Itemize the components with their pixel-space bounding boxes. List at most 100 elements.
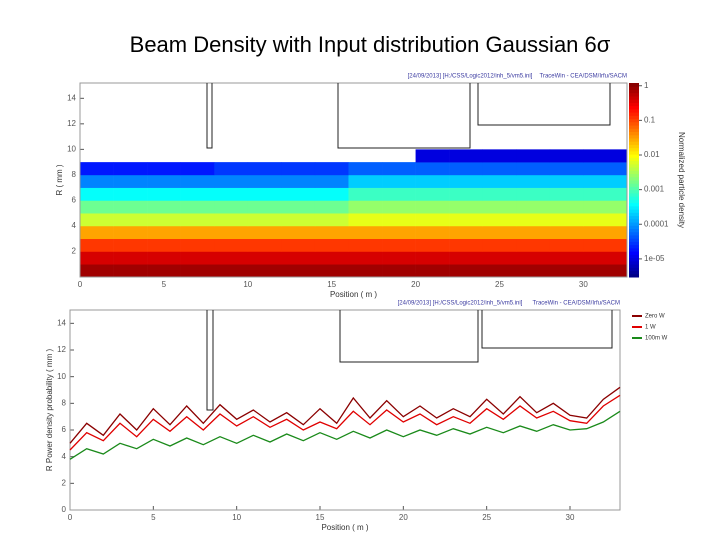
density-cell	[449, 200, 483, 214]
density-cell	[80, 187, 114, 201]
density-cell	[583, 225, 628, 240]
density-cell	[583, 149, 628, 163]
colorbar-step	[629, 189, 639, 194]
legend-label: 1 W	[645, 325, 656, 331]
y-tick-label: 2	[62, 478, 67, 487]
density-cell	[147, 251, 181, 265]
slide-title: Beam Density with Input distribution Gau…	[130, 32, 611, 57]
density-cell	[549, 187, 584, 201]
series-line	[69, 394, 621, 451]
density-cell	[583, 187, 628, 201]
colorbar-step	[629, 234, 639, 239]
density-cell	[382, 187, 416, 201]
colorbar-step	[629, 225, 639, 229]
aperture	[337, 83, 471, 149]
density-cell	[113, 213, 148, 227]
density-cell	[214, 187, 249, 201]
x-tick-label: 20	[399, 513, 408, 522]
density-cell	[80, 264, 114, 278]
density-cell	[80, 225, 114, 240]
y-tick-label: 6	[72, 196, 77, 205]
density-cell	[80, 251, 114, 265]
density-cell	[214, 251, 249, 265]
density-cell	[348, 162, 383, 176]
density-cell	[113, 187, 148, 201]
density-cell	[348, 225, 383, 240]
header-info: TraceWin - CEA/DSM/Irfu/SACM	[533, 301, 620, 307]
density-cell	[449, 187, 483, 201]
density-cell	[482, 251, 517, 265]
density-cell	[482, 225, 517, 240]
density-cell	[147, 174, 181, 188]
colorbar-step	[629, 173, 639, 178]
density-cell	[516, 251, 551, 265]
density-cell	[549, 149, 584, 163]
density-cell	[314, 251, 349, 265]
density-cell	[449, 251, 483, 265]
x-axis-label: Position ( m )	[330, 290, 377, 299]
colorbar-step	[629, 83, 639, 87]
density-cell	[180, 225, 215, 240]
density-cell	[281, 162, 316, 176]
colorbar-step	[629, 199, 639, 204]
y-tick-label: 14	[67, 93, 76, 102]
density-cell	[314, 174, 349, 188]
x-tick-label: 15	[316, 513, 325, 522]
density-cell	[80, 174, 114, 188]
colorbar-step	[629, 99, 639, 103]
colorbar-step	[629, 244, 639, 249]
density-cell	[482, 187, 517, 201]
colorbar-step	[629, 102, 639, 107]
colorbar-step	[629, 121, 639, 126]
density-cell	[482, 149, 517, 163]
density-cell	[80, 213, 114, 227]
colorbar-step	[629, 196, 639, 200]
y-tick-label: 4	[62, 452, 67, 461]
colorbar-step	[629, 186, 639, 191]
colorbar-tick-label: 1	[644, 81, 649, 90]
density-cell	[214, 264, 249, 278]
density-cell	[549, 174, 584, 188]
density-cell	[449, 149, 483, 163]
density-cell	[348, 200, 383, 214]
density-cell	[382, 238, 416, 252]
density-cell	[113, 238, 148, 252]
colorbar-step	[629, 160, 639, 165]
colorbar-step	[629, 128, 639, 132]
density-cell	[80, 162, 114, 176]
density-cell	[348, 264, 383, 278]
colorbar-step	[629, 105, 639, 110]
density-cell	[549, 251, 584, 265]
colorbar-step	[629, 89, 639, 94]
density-cell	[583, 200, 628, 214]
density-cell	[180, 213, 215, 227]
density-cell	[180, 162, 215, 176]
density-cell	[516, 225, 551, 240]
density-cell	[348, 187, 383, 201]
y-tick-label: 8	[62, 398, 67, 407]
colorbar-step	[629, 154, 639, 158]
colorbar-step	[629, 257, 639, 262]
density-cell	[281, 238, 316, 252]
colorbar-step	[629, 115, 639, 120]
density-cell	[247, 200, 282, 214]
density-cell	[247, 187, 282, 201]
density-cell	[113, 251, 148, 265]
x-tick-label: 30	[579, 280, 588, 289]
colorbar-step	[629, 125, 639, 129]
density-cell	[113, 174, 148, 188]
density-cell	[281, 251, 316, 265]
colorbar-step	[629, 108, 639, 113]
aperture	[206, 310, 214, 411]
colorbar-label: Normalized particle density	[677, 132, 686, 228]
density-cell	[516, 264, 551, 278]
density-cell	[382, 174, 416, 188]
density-cell	[180, 200, 215, 214]
x-tick-label: 15	[327, 280, 336, 289]
density-cell	[516, 238, 551, 252]
y-tick-label: 12	[67, 119, 76, 128]
header-info: [24/09/2013] [H:/CSS/Logic2012/inh_5/vm5…	[398, 301, 523, 307]
density-cell	[147, 213, 181, 227]
y-axis-label: R Power density probability ( mm )	[45, 349, 54, 472]
density-cell	[415, 162, 450, 176]
